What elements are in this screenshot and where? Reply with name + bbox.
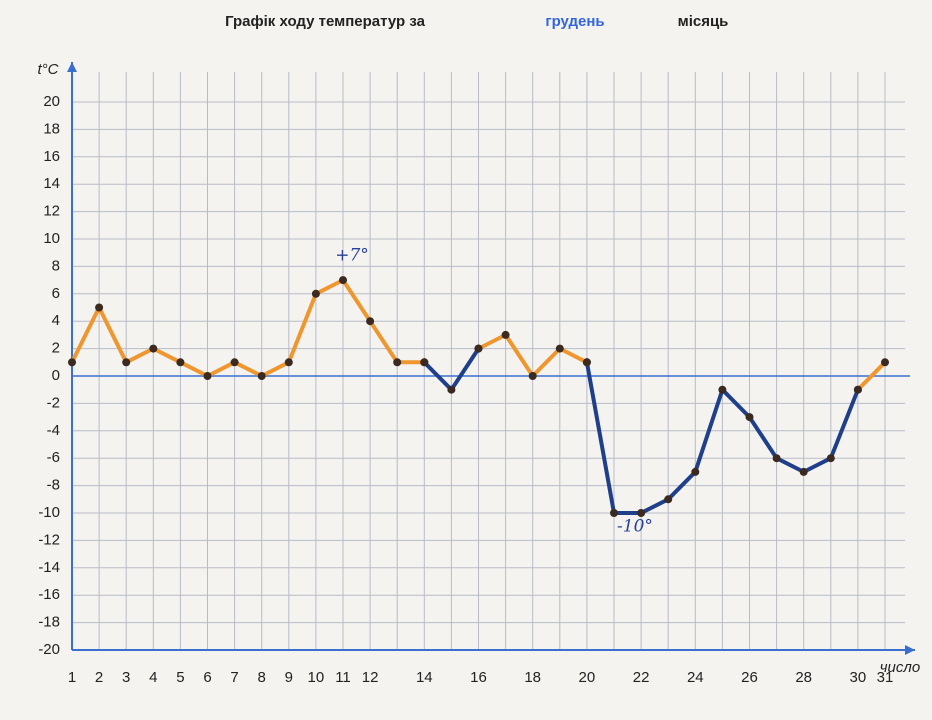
point	[149, 344, 158, 353]
x-tick-label: 8	[258, 669, 266, 686]
x-tick-label: 3	[122, 669, 130, 686]
y-tick-label: -20	[38, 641, 60, 658]
x-tick-label: 1	[68, 669, 76, 686]
y-tick-label: 6	[52, 285, 60, 302]
point	[393, 358, 402, 367]
point	[311, 289, 320, 298]
x-tick-label: 22	[633, 669, 650, 686]
point	[691, 467, 700, 476]
x-tick-label: 6	[203, 669, 211, 686]
x-tick-label: 20	[579, 669, 596, 686]
point	[284, 358, 293, 367]
x-tick-label: 28	[795, 669, 812, 686]
point	[881, 358, 889, 367]
y-tick-label: -2	[47, 394, 60, 411]
y-tick-label: -14	[38, 559, 60, 576]
point	[745, 413, 754, 422]
point	[799, 467, 808, 476]
y-tick-label: 4	[52, 312, 60, 329]
x-tick-label: 24	[687, 669, 704, 686]
y-tick-label: -8	[47, 477, 60, 494]
x-tick-label: 18	[524, 669, 541, 686]
annotation: -10°	[617, 517, 653, 537]
point	[582, 358, 591, 367]
x-tick-label: 30	[850, 669, 867, 686]
x-axis-label: число	[880, 659, 920, 676]
x-tick-label: 5	[176, 669, 184, 686]
month: грудень	[545, 13, 604, 30]
x-tick-label: 12	[362, 669, 379, 686]
x-tick-label: 2	[95, 669, 103, 686]
y-tick-label: 8	[52, 257, 60, 274]
x-tick-label: 11	[335, 669, 351, 686]
x-tick-label: 14	[416, 669, 433, 686]
point	[203, 372, 212, 380]
annotation: +7°	[335, 246, 369, 266]
y-tick-label: 2	[52, 340, 60, 357]
y-tick-label: 10	[43, 230, 60, 247]
point	[339, 276, 347, 285]
point	[528, 372, 537, 380]
point	[474, 344, 483, 353]
point	[555, 344, 564, 353]
y-tick-label: 16	[43, 148, 60, 165]
point	[501, 330, 510, 339]
point	[637, 509, 646, 517]
point	[176, 358, 185, 367]
point	[68, 358, 76, 367]
point	[853, 385, 862, 394]
x-tick-label: 26	[741, 669, 758, 686]
x-tick-label: 31	[877, 669, 894, 686]
y-axis-label: t°C	[38, 61, 59, 78]
point	[718, 385, 727, 394]
title-suffix: місяць	[678, 13, 729, 30]
x-tick-label: 9	[285, 669, 293, 686]
y-tick-label: 12	[43, 203, 60, 220]
point	[122, 358, 131, 367]
y-tick-label: 20	[43, 93, 60, 110]
y-tick-label: -16	[38, 586, 60, 603]
x-arrow	[905, 645, 915, 655]
y-tick-label: -10	[38, 504, 60, 521]
point	[772, 454, 781, 463]
y-tick-label: 14	[43, 175, 60, 192]
point	[366, 317, 375, 326]
chart-title: Графік ходу температур за	[225, 13, 425, 30]
point	[420, 358, 429, 367]
point	[257, 372, 266, 380]
y-arrow	[67, 62, 77, 72]
x-tick-label: 4	[149, 669, 157, 686]
point	[826, 454, 835, 463]
y-tick-label: -4	[47, 422, 60, 439]
point	[95, 303, 104, 312]
y-tick-label: -18	[38, 614, 60, 631]
point	[447, 385, 456, 394]
point	[664, 495, 673, 504]
x-tick-label: 10	[308, 669, 325, 686]
y-tick-label: 18	[43, 120, 60, 137]
x-tick-label: 16	[470, 669, 487, 686]
y-tick-label: 0	[52, 367, 60, 384]
point	[230, 358, 239, 367]
x-tick-label: 7	[230, 669, 238, 686]
point	[610, 509, 618, 517]
y-tick-label: -6	[47, 449, 60, 466]
y-tick-label: -12	[38, 531, 60, 548]
